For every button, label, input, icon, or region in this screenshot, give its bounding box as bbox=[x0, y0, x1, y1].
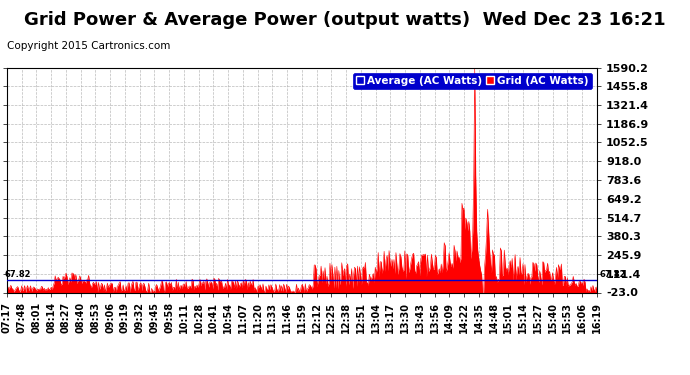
Text: Copyright 2015 Cartronics.com: Copyright 2015 Cartronics.com bbox=[7, 41, 170, 51]
Text: 67.82: 67.82 bbox=[600, 270, 627, 279]
Legend: Average (AC Watts), Grid (AC Watts): Average (AC Watts), Grid (AC Watts) bbox=[353, 73, 591, 89]
Text: Grid Power & Average Power (output watts)  Wed Dec 23 16:21: Grid Power & Average Power (output watts… bbox=[24, 11, 666, 29]
Text: 67.82: 67.82 bbox=[5, 270, 32, 279]
